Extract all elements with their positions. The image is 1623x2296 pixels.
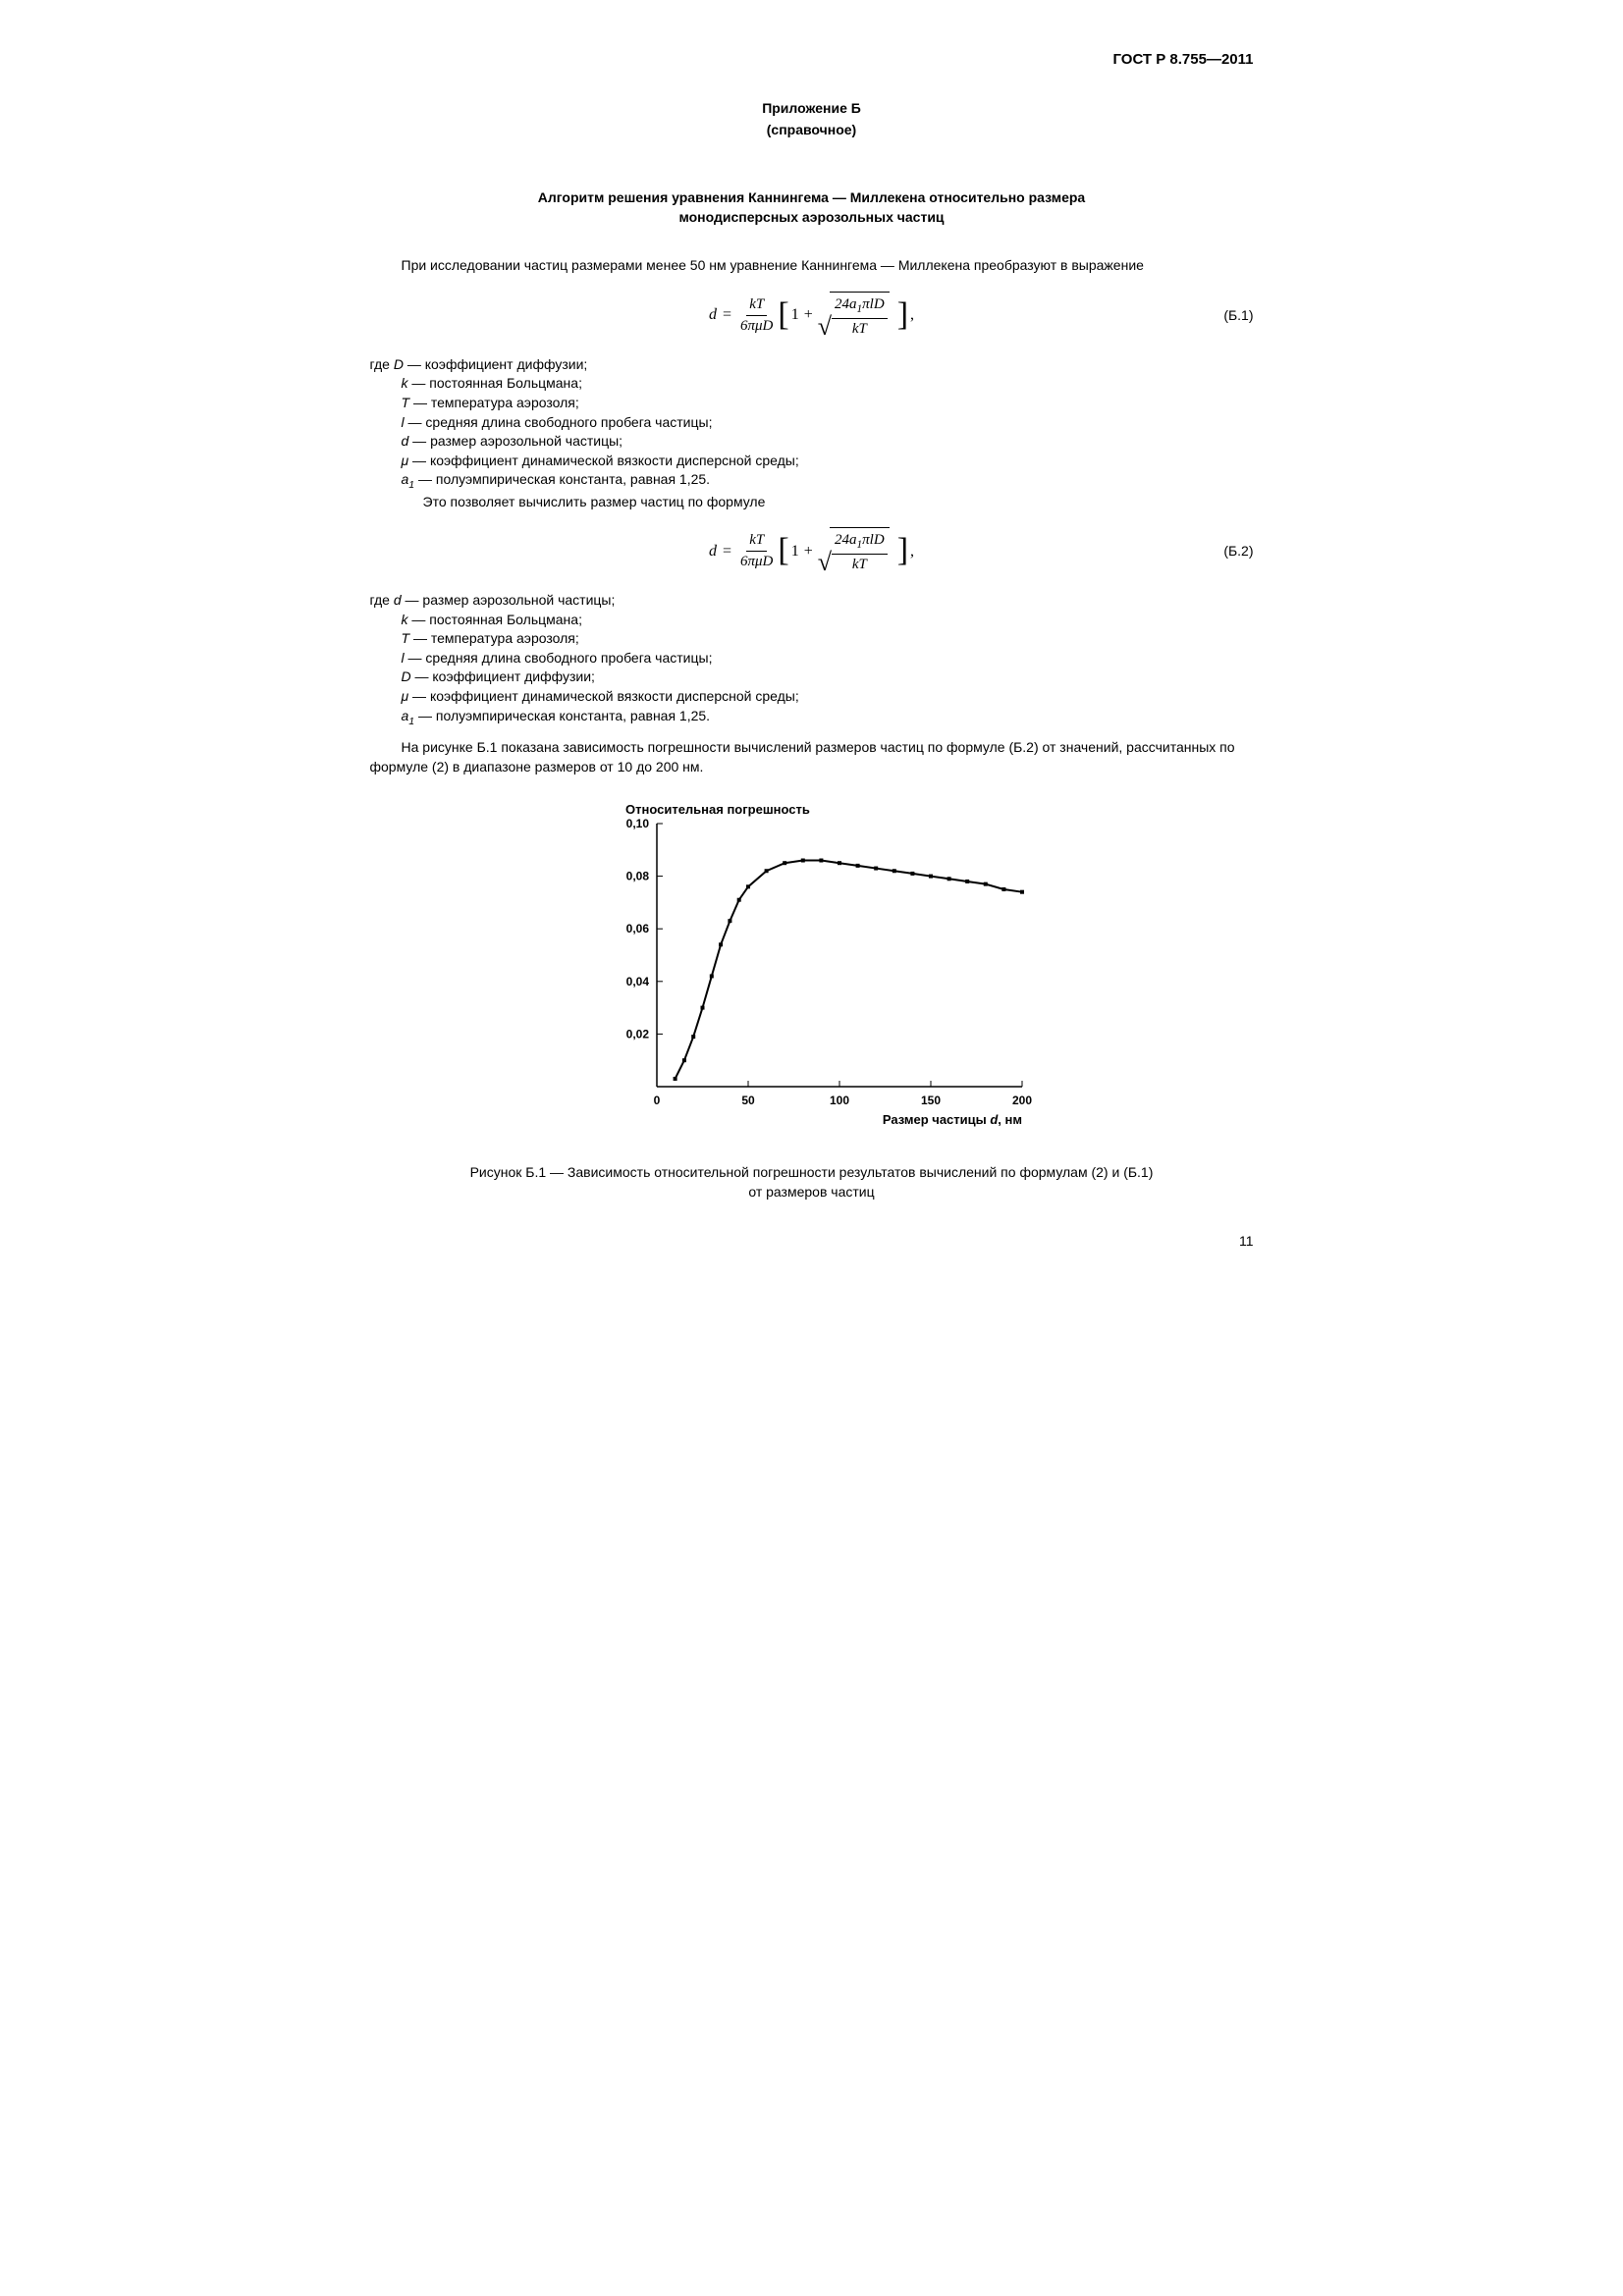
paragraph-figure-ref: На рисунке Б.1 показана зависимость погр…: [370, 738, 1254, 776]
definition-row: k — постоянная Больцмана;: [402, 374, 1254, 394]
chart-svg: Относительная погрешность 0,02 0,04 0,06 0,0…: [586, 796, 1038, 1140]
definition-row: μ — коэффициент динамической вязкости ди…: [402, 687, 1254, 707]
svg-text:Относительная погрешность: Относительная погрешность: [625, 802, 810, 817]
svg-text:0: 0: [653, 1094, 660, 1107]
appendix-title: Приложение Б: [370, 99, 1254, 119]
section-title-line2: монодисперсных аэрозольных частиц: [370, 208, 1254, 228]
section-title-line1: Алгоритм решения уравнения Каннингема — …: [370, 188, 1254, 208]
svg-text:100: 100: [829, 1094, 848, 1107]
svg-text:0,02: 0,02: [625, 1028, 649, 1041]
svg-text:0,10: 0,10: [625, 817, 649, 830]
equation-b1: d= kT6πμD [ 1+ √24a1πlDkT ] , (Б.1): [370, 292, 1254, 340]
svg-text:0,06: 0,06: [625, 923, 649, 936]
equation-number-b1: (Б.1): [1223, 306, 1253, 326]
definition-row: a1 — полуэмпирическая константа, равная …: [402, 470, 1254, 492]
svg-text:200: 200: [1011, 1094, 1031, 1107]
definition-row: где D — коэффициент диффузии;: [370, 355, 1254, 375]
svg-text:150: 150: [920, 1094, 940, 1107]
definition-row: T — температура аэрозоля;: [402, 629, 1254, 649]
definition-list-2: где d — размер аэрозольной частицы;k — п…: [370, 591, 1254, 728]
definition-row: T — температура аэрозоля;: [402, 394, 1254, 413]
svg-text:50: 50: [741, 1094, 755, 1107]
equation-number-b2: (Б.2): [1223, 542, 1253, 561]
svg-text:0,04: 0,04: [625, 975, 649, 988]
section-title: Алгоритм решения уравнения Каннингема — …: [370, 188, 1254, 227]
chart-b1: Относительная погрешность 0,02 0,04 0,06 0,0…: [370, 796, 1254, 1140]
definition-row: k — постоянная Больцмана;: [402, 611, 1254, 630]
equation-b2: d= kT6πμD [ 1+ √24a1πlDkT ] , (Б.2): [370, 527, 1254, 575]
definition-after: Это позволяет вычислить размер частиц по…: [402, 493, 1254, 512]
definition-row: d — размер аэрозольной частицы;: [402, 432, 1254, 452]
page-number: 11: [370, 1232, 1254, 1252]
appendix-subtitle: (справочное): [370, 121, 1254, 140]
definition-row: l — средняя длина свободного пробега час…: [402, 413, 1254, 433]
svg-text:0,08: 0,08: [625, 870, 649, 883]
definition-list-1: где D — коэффициент диффузии;k — постоян…: [370, 355, 1254, 512]
document-header: ГОСТ Р 8.755—2011: [370, 49, 1254, 70]
figure-caption-line2: от размеров частиц: [370, 1183, 1254, 1202]
definition-row: a1 — полуэмпирическая константа, равная …: [402, 707, 1254, 728]
definition-row: μ — коэффициент динамической вязкости ди…: [402, 452, 1254, 471]
definition-row: где d — размер аэрозольной частицы;: [370, 591, 1254, 611]
paragraph-intro: При исследовании частиц размерами менее …: [370, 256, 1254, 276]
figure-caption-line1: Рисунок Б.1 — Зависимость относительной …: [370, 1163, 1254, 1183]
definition-row: D — коэффициент диффузии;: [402, 667, 1254, 687]
svg-text:Размер частицы d, нм: Размер частицы d, нм: [882, 1112, 1021, 1127]
definition-row: l — средняя длина свободного пробега час…: [402, 649, 1254, 668]
figure-caption: Рисунок Б.1 — Зависимость относительной …: [370, 1163, 1254, 1201]
